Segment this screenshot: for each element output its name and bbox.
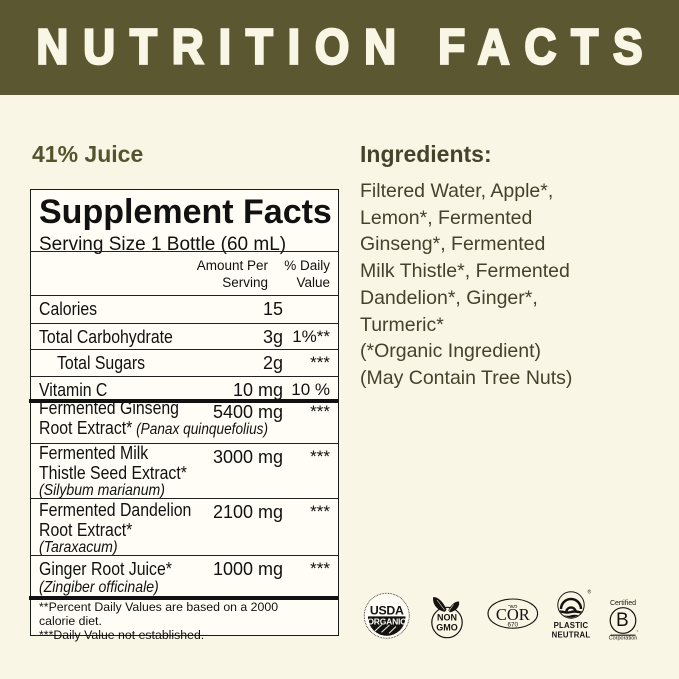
svg-text:Certified: Certified (610, 600, 636, 607)
svg-text:670: 670 (507, 622, 518, 629)
svg-text:B: B (616, 610, 629, 631)
svg-text:NON: NON (437, 612, 457, 622)
svg-text:°: ° (636, 629, 638, 634)
svg-text:Corporation: Corporation (608, 635, 637, 641)
svg-text:USDA: USDA (369, 603, 403, 617)
svg-text:PLASTIC: PLASTIC (554, 621, 589, 630)
svg-text:NEUTRAL: NEUTRAL (552, 630, 591, 639)
svg-text:®: ® (588, 588, 592, 595)
svg-text:GMO: GMO (437, 622, 459, 632)
svg-text:ORGANIC: ORGANIC (367, 616, 406, 626)
